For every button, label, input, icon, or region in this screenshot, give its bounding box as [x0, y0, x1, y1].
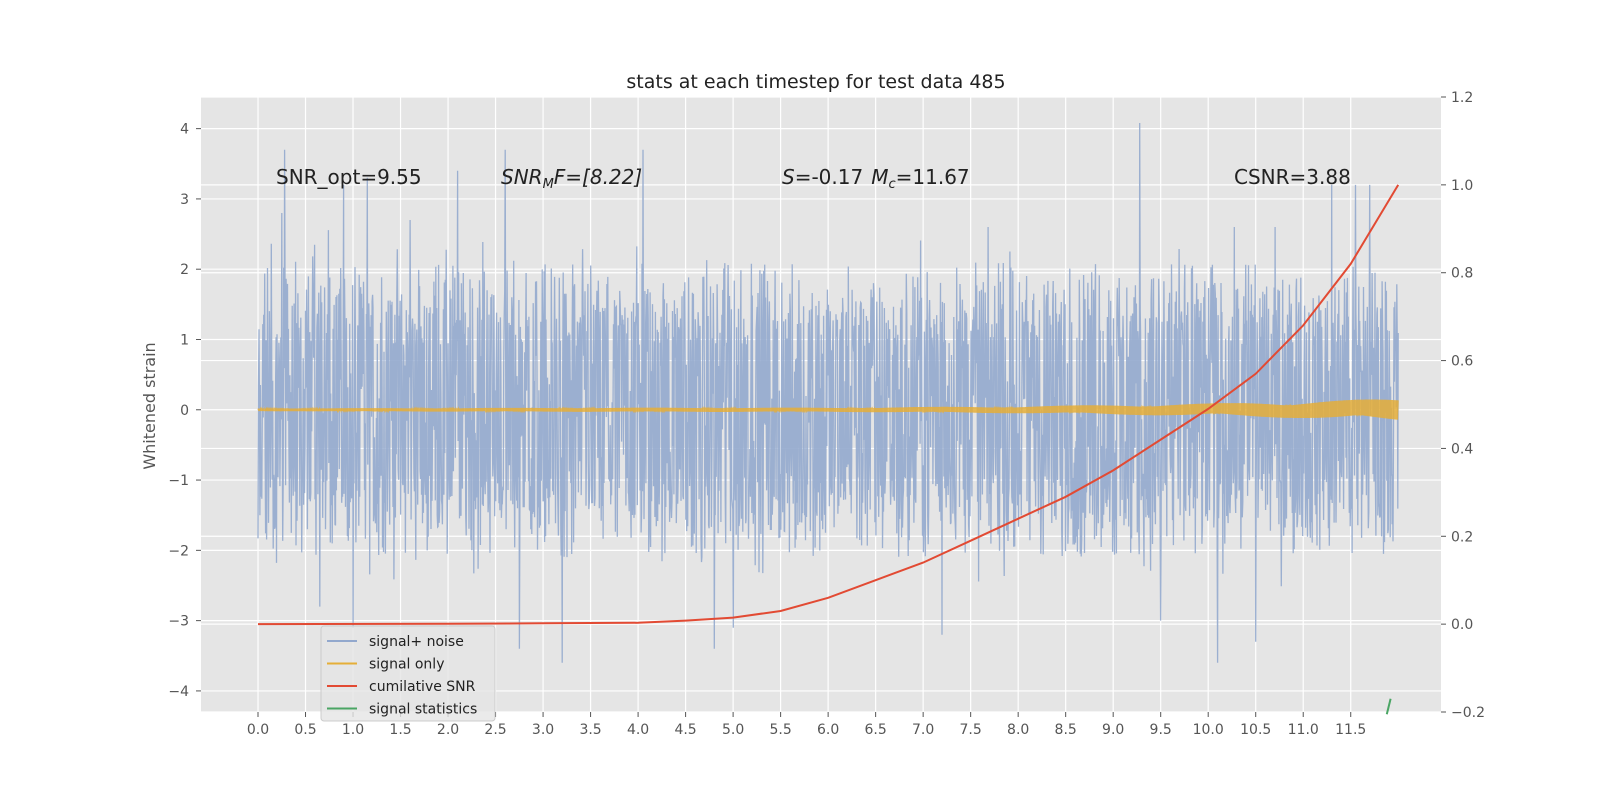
- y-tick-label: −1: [168, 473, 189, 489]
- y2-tick-label: 1.0: [1451, 178, 1473, 194]
- axes: 0.0 0.5 1.0 1.5 2.0 2.5 3.0 3.5 4.0 4.5 5.0 5.5 6.0 6…: [168, 90, 1485, 738]
- mc-label: M: [871, 165, 888, 189]
- snr-mf-main: SNR: [501, 165, 543, 189]
- legend-label: signal only: [369, 657, 444, 673]
- signal-plus-noise-series: [257, 122, 1399, 663]
- x-tick-label: 9.0: [1102, 722, 1124, 738]
- legend-label: cumilative SNR: [369, 679, 476, 695]
- annotation-snr-mf: SNRMF=[8.22]: [501, 165, 642, 192]
- y2-tick-label: −0.2: [1451, 705, 1485, 721]
- x-tick-label: 4.0: [627, 722, 649, 738]
- y-tick-label: 0: [180, 403, 189, 419]
- x-tick-label: 3.5: [579, 722, 601, 738]
- legend-box: [320, 625, 496, 722]
- cumulative-snr-series: [257, 184, 1400, 626]
- signal-statistics-series: [1385, 698, 1392, 715]
- x-tick-label: 2.0: [437, 722, 459, 738]
- x-tick-label: 6.0: [817, 722, 839, 738]
- mc-value: =11.67: [896, 165, 970, 189]
- cumulative-snr-line: [257, 184, 1400, 626]
- x-tick-label: 11.0: [1288, 722, 1319, 738]
- signal-only-series: [257, 399, 1399, 420]
- chart-title: stats at each timestep for test data 485: [626, 71, 1005, 93]
- x-tick-label: 5.0: [722, 722, 744, 738]
- x-tick-label: 7.5: [960, 722, 982, 738]
- y2-tick-label: 0.4: [1451, 441, 1473, 457]
- signal-only-line: [257, 399, 1399, 420]
- mc-sub: c: [888, 177, 895, 192]
- x-tick-label: 11.5: [1335, 722, 1366, 738]
- y2-tick-label: 0.6: [1451, 354, 1473, 370]
- signal-statistics-line: [1385, 698, 1392, 715]
- x-tick-label: 9.5: [1150, 722, 1172, 738]
- y2-tick-label: 1.2: [1451, 90, 1473, 106]
- y2-tick-label: 0.8: [1451, 266, 1473, 282]
- legend-label: signal statistics: [369, 702, 477, 718]
- y-tick-label: 2: [180, 262, 189, 278]
- annotation-csnr: CSNR=3.88: [1234, 165, 1351, 189]
- snr-mf-sub: M: [543, 177, 554, 192]
- y-tick-label: 1: [180, 332, 189, 348]
- x-tick-label: 10.5: [1240, 722, 1271, 738]
- y-tick-label: −4: [168, 684, 189, 700]
- x-tick-label: 8.5: [1055, 722, 1077, 738]
- signal-plus-noise-line: [257, 122, 1399, 663]
- x-tick-label: 3.0: [532, 722, 554, 738]
- annotation-snr-opt: SNR_opt=9.55: [276, 165, 422, 189]
- s-value: =-0.17: [795, 165, 864, 189]
- x-tick-label: 7.0: [912, 722, 934, 738]
- x-tick-label: 10.0: [1193, 722, 1224, 738]
- x-tick-label: 8.0: [1007, 722, 1029, 738]
- y-tick-label: 4: [180, 122, 189, 138]
- legend-label: signal+ noise: [369, 634, 464, 650]
- x-tick-label: 1.0: [342, 722, 364, 738]
- x-tick-label: 6.5: [865, 722, 887, 738]
- y2-tick-label: 0.0: [1451, 617, 1473, 633]
- x-tick-label: 2.5: [484, 722, 506, 738]
- s-label: S: [782, 165, 795, 189]
- x-tick-label: 5.5: [769, 722, 791, 738]
- x-tick-label: 0.5: [294, 722, 316, 738]
- y-axis-label: Whitened strain: [140, 342, 159, 469]
- y-tick-label: −2: [168, 543, 189, 559]
- y-tick-label: −3: [168, 614, 189, 630]
- annotation-s-mc: S=-0.17 Mc=11.67: [782, 165, 970, 192]
- y2-tick-label: 0.2: [1451, 529, 1473, 545]
- y-tick-label: 3: [180, 192, 189, 208]
- x-tick-label: 4.5: [674, 722, 696, 738]
- snr-mf-f: F=[8.22]: [554, 165, 642, 189]
- x-tick-label: 1.5: [389, 722, 411, 738]
- x-tick-label: 0.0: [247, 722, 269, 738]
- legend: signal+ noise signal only cumilative SNR si…: [320, 625, 496, 722]
